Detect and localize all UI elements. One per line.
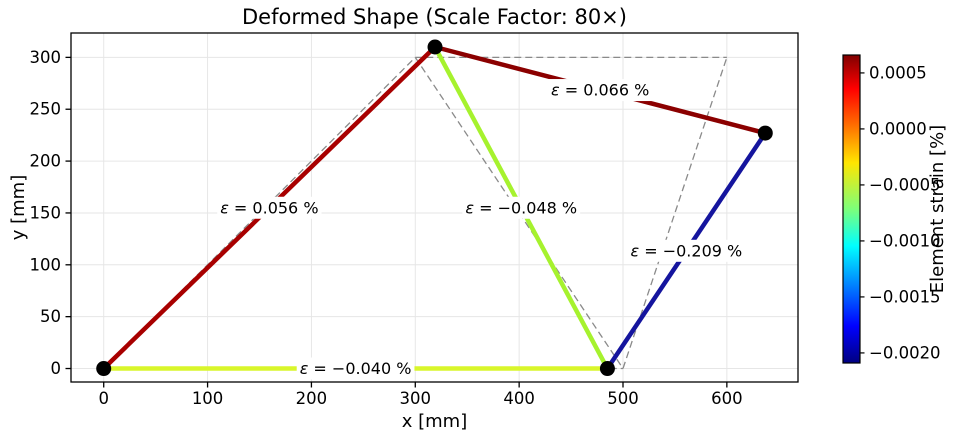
colorbar-tick-label: −0.0015 bbox=[869, 287, 941, 306]
x-tick-label: 600 bbox=[711, 389, 743, 408]
colorbar-border bbox=[842, 54, 861, 364]
chart-title: Deformed Shape (Scale Factor: 80×) bbox=[242, 5, 627, 29]
strain-labels-layer: ε = 0.056 % ε = −0.040 % ε = −0.048 % ε = 0… bbox=[217, 79, 746, 380]
y-tick-label: 200 bbox=[30, 152, 62, 171]
node-marker bbox=[599, 361, 615, 377]
y-tick-label: 300 bbox=[30, 48, 62, 67]
y-tick-label: 250 bbox=[30, 100, 62, 119]
colorbar-label: Element strain [%] bbox=[927, 125, 948, 293]
strain-label-bg bbox=[547, 79, 653, 102]
x-tick-label: 200 bbox=[296, 389, 328, 408]
node-marker bbox=[757, 125, 773, 141]
y-tick-label: 150 bbox=[30, 203, 62, 222]
colorbar-layer: 0.0005 0.0000 −0.0005 −0.0010 −0.0015 −0.0020 bbox=[842, 54, 941, 364]
strain-label: ε = −0.209 % bbox=[630, 241, 742, 260]
nodes-layer bbox=[96, 39, 773, 377]
x-tick-label: 0 bbox=[98, 389, 109, 408]
x-tick-label: 400 bbox=[503, 389, 535, 408]
y-tick-label: 100 bbox=[30, 255, 62, 274]
x-tick-label: 500 bbox=[607, 389, 639, 408]
strain-label: ε = 0.056 % bbox=[220, 198, 318, 217]
x-tick-label: 100 bbox=[192, 389, 224, 408]
colorbar-gradient bbox=[843, 55, 860, 363]
strain-label-bg bbox=[627, 239, 746, 262]
y-axis-label: y [mm] bbox=[8, 175, 29, 241]
y-tick-label: 50 bbox=[40, 307, 61, 326]
node-marker bbox=[427, 39, 443, 55]
ticks-layer: 0 100 200 300 400 500 600 0 50 100 150 200 250 300 bbox=[30, 48, 743, 408]
strain-label-bg bbox=[462, 196, 581, 219]
strain-label: ε = −0.040 % bbox=[300, 359, 412, 378]
colorbar-tick-label: −0.0020 bbox=[869, 343, 941, 362]
node-marker bbox=[96, 361, 112, 377]
colorbar-tick-label: 0.0000 bbox=[869, 119, 927, 138]
strain-label-bg bbox=[296, 357, 415, 380]
colorbar-tick-label: 0.0005 bbox=[869, 63, 927, 82]
strain-label-bg bbox=[217, 196, 322, 219]
y-tick-label: 0 bbox=[51, 359, 62, 378]
plot-border bbox=[70, 32, 799, 383]
colorbar-tick-label: −0.0010 bbox=[869, 231, 941, 250]
x-axis-label: x [mm] bbox=[402, 411, 468, 432]
strain-label: ε = −0.048 % bbox=[465, 198, 577, 217]
colorbar-tick-label: −0.0005 bbox=[869, 175, 941, 194]
strain-label: ε = 0.066 % bbox=[551, 81, 649, 100]
x-tick-label: 300 bbox=[400, 389, 432, 408]
elements-layer bbox=[102, 44, 768, 371]
